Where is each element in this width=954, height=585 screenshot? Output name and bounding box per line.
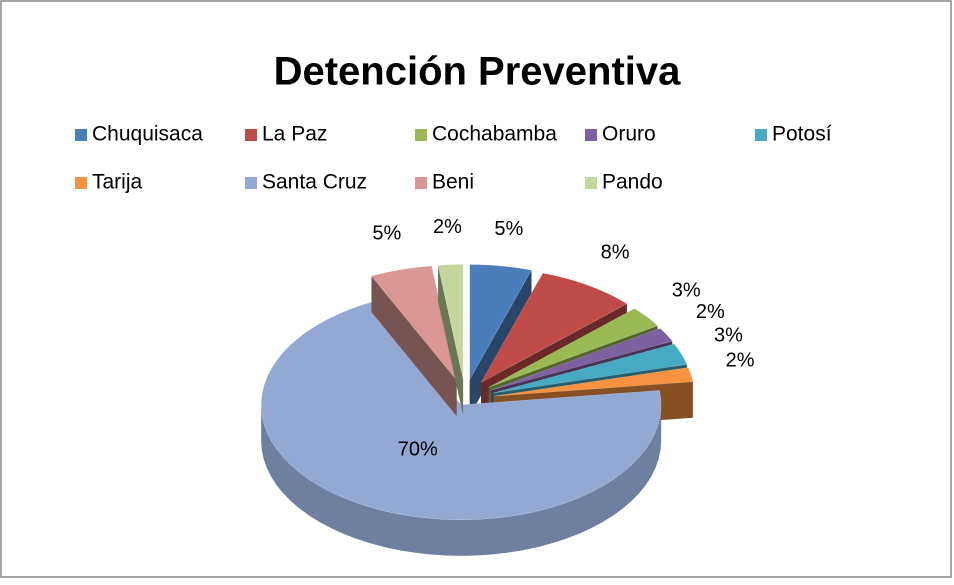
slice-edge <box>371 276 457 417</box>
legend-label: Oruro <box>602 123 656 146</box>
legend-swatch <box>415 177 427 189</box>
legend-label: La Paz <box>262 123 327 146</box>
data-label: 70% <box>398 438 438 460</box>
slice-top <box>437 264 464 380</box>
legend-swatch <box>75 177 87 189</box>
legend-label: Cochabamba <box>432 123 557 146</box>
legend-swatch <box>75 129 87 141</box>
slice-top <box>260 300 662 521</box>
pie-slice <box>437 264 464 416</box>
legend-label: Beni <box>432 171 474 194</box>
slice-top <box>493 343 688 394</box>
data-label: 2% <box>726 349 755 371</box>
legend-swatch <box>755 129 767 141</box>
legend-label: Chuquisaca <box>92 123 203 146</box>
slice-side <box>261 404 662 556</box>
legend-swatch <box>415 129 427 141</box>
slice-top <box>469 264 532 381</box>
legend-label: Pando <box>602 171 663 194</box>
slice-edge <box>438 265 464 416</box>
slice-top <box>494 367 694 397</box>
legend-swatch <box>245 129 257 141</box>
legend-swatch <box>245 177 257 189</box>
data-label: 5% <box>372 222 401 244</box>
chart-title: Detención Preventiva <box>274 50 682 94</box>
data-label: 5% <box>494 218 523 240</box>
pie-slice <box>371 265 457 417</box>
data-label: 2% <box>696 301 725 323</box>
legend-swatch <box>585 129 597 141</box>
data-label: 3% <box>672 279 701 301</box>
legend-label: Tarija <box>92 171 143 194</box>
data-label: 8% <box>601 241 630 263</box>
slice-top <box>491 328 673 391</box>
legend-label: Potosí <box>772 123 832 146</box>
data-label: 2% <box>433 216 462 238</box>
slice-top <box>371 265 457 381</box>
slice-top <box>488 308 659 388</box>
legend-label: Santa Cruz <box>262 171 367 194</box>
slice-top <box>480 272 628 384</box>
data-label: 3% <box>714 325 743 347</box>
legend-swatch <box>585 177 597 189</box>
